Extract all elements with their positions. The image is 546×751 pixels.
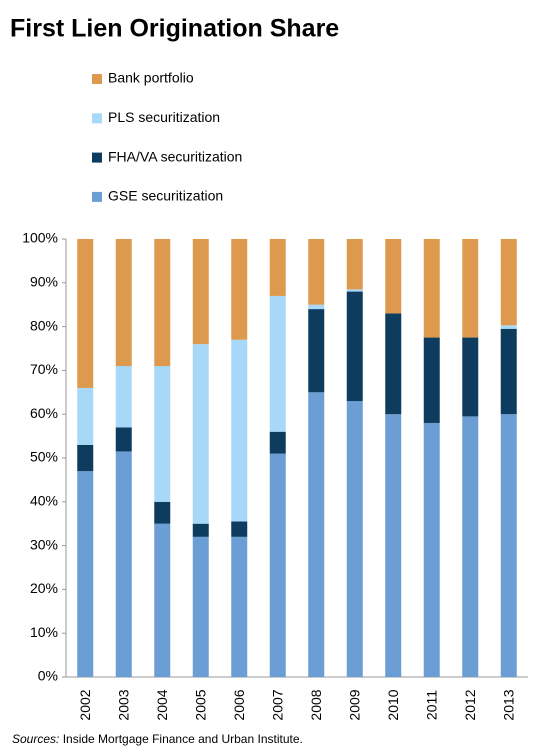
x-tick-label: 2005 [192, 689, 208, 720]
bar-segment [346, 289, 363, 292]
bar-segment [77, 387, 94, 445]
bar-segment [500, 325, 517, 329]
bar-segment [462, 239, 479, 338]
legend-label: PLS securitization [108, 109, 220, 125]
y-tick-label: 80% [30, 317, 58, 333]
x-tick-label: 2007 [269, 689, 285, 720]
x-tick-label: 2013 [500, 689, 516, 720]
legend-swatch [92, 152, 102, 163]
x-tick-label: 2008 [308, 689, 324, 720]
legend-swatch [92, 113, 102, 124]
bar-segment [500, 414, 517, 677]
y-tick-label: 0% [38, 668, 58, 684]
bar-segment [385, 414, 402, 677]
bar-segment [462, 337, 479, 417]
bar-segment [308, 309, 325, 393]
bar-segment [308, 239, 325, 305]
y-tick-label: 90% [30, 274, 58, 290]
bar-segment [115, 366, 132, 428]
bar-segment [154, 523, 171, 677]
bar-segment [346, 239, 363, 290]
bar-segment [385, 239, 402, 314]
bar-segment [192, 523, 209, 537]
bar-segment [231, 521, 248, 537]
bar-segment [77, 444, 94, 472]
x-tick-label: 2006 [231, 689, 247, 720]
bar-segment [423, 239, 440, 338]
bar-segment [231, 536, 248, 677]
bar-segment [423, 422, 440, 677]
source-note: Sources: Inside Mortgage Finance and Urb… [12, 732, 303, 746]
bar-segment [500, 239, 517, 326]
legend-label: Bank portfolio [108, 70, 194, 86]
bar-segment [231, 239, 248, 340]
bar-segment [77, 239, 94, 388]
source-text: Inside Mortgage Finance and Urban Instit… [63, 732, 303, 746]
bar-segment [346, 401, 363, 677]
bar-segment [346, 291, 363, 402]
bar-segment [269, 239, 286, 296]
x-tick-label: 2012 [462, 689, 478, 720]
x-tick-label: 2002 [77, 689, 93, 720]
y-tick-label: 100% [22, 230, 58, 246]
bar-segment [192, 239, 209, 345]
bar-segment [231, 339, 248, 522]
chart-title: First Lien Origination Share [10, 15, 339, 43]
bar-segment [500, 328, 517, 415]
bar-segment [269, 431, 286, 454]
x-tick-label: 2010 [385, 689, 401, 720]
legend-label: FHA/VA securitization [108, 148, 242, 164]
bar-segment [115, 427, 132, 452]
source-label: Sources: [12, 732, 59, 746]
y-tick-label: 10% [30, 624, 58, 640]
legend-swatch [92, 74, 102, 84]
legend-label: GSE securitization [108, 188, 223, 204]
bar-segment [192, 536, 209, 677]
bar-segment [115, 239, 132, 367]
bar-segment [308, 392, 325, 677]
legend-swatch [92, 191, 102, 202]
y-tick-label: 70% [30, 361, 58, 377]
bar-segment [462, 416, 479, 677]
bar-segment [115, 451, 132, 677]
bar-segment [154, 366, 171, 502]
bar-segment [77, 471, 94, 677]
bar-segment [269, 295, 286, 432]
bar-segment [154, 239, 171, 367]
x-tick-label: 2004 [154, 689, 170, 720]
y-tick-label: 30% [30, 536, 58, 552]
y-tick-label: 20% [30, 580, 58, 596]
bar-segment [269, 453, 286, 677]
bar-segment [308, 304, 325, 310]
x-tick-label: 2011 [423, 690, 439, 720]
y-tick-label: 60% [30, 405, 58, 421]
x-tick-label: 2003 [115, 689, 131, 720]
bar-segment [423, 337, 440, 423]
bar-segment [385, 313, 402, 415]
x-tick-label: 2009 [346, 689, 362, 720]
y-tick-label: 50% [30, 449, 58, 465]
y-tick-label: 40% [30, 493, 58, 509]
bar-segment [192, 344, 209, 524]
bar-segment [154, 501, 171, 524]
